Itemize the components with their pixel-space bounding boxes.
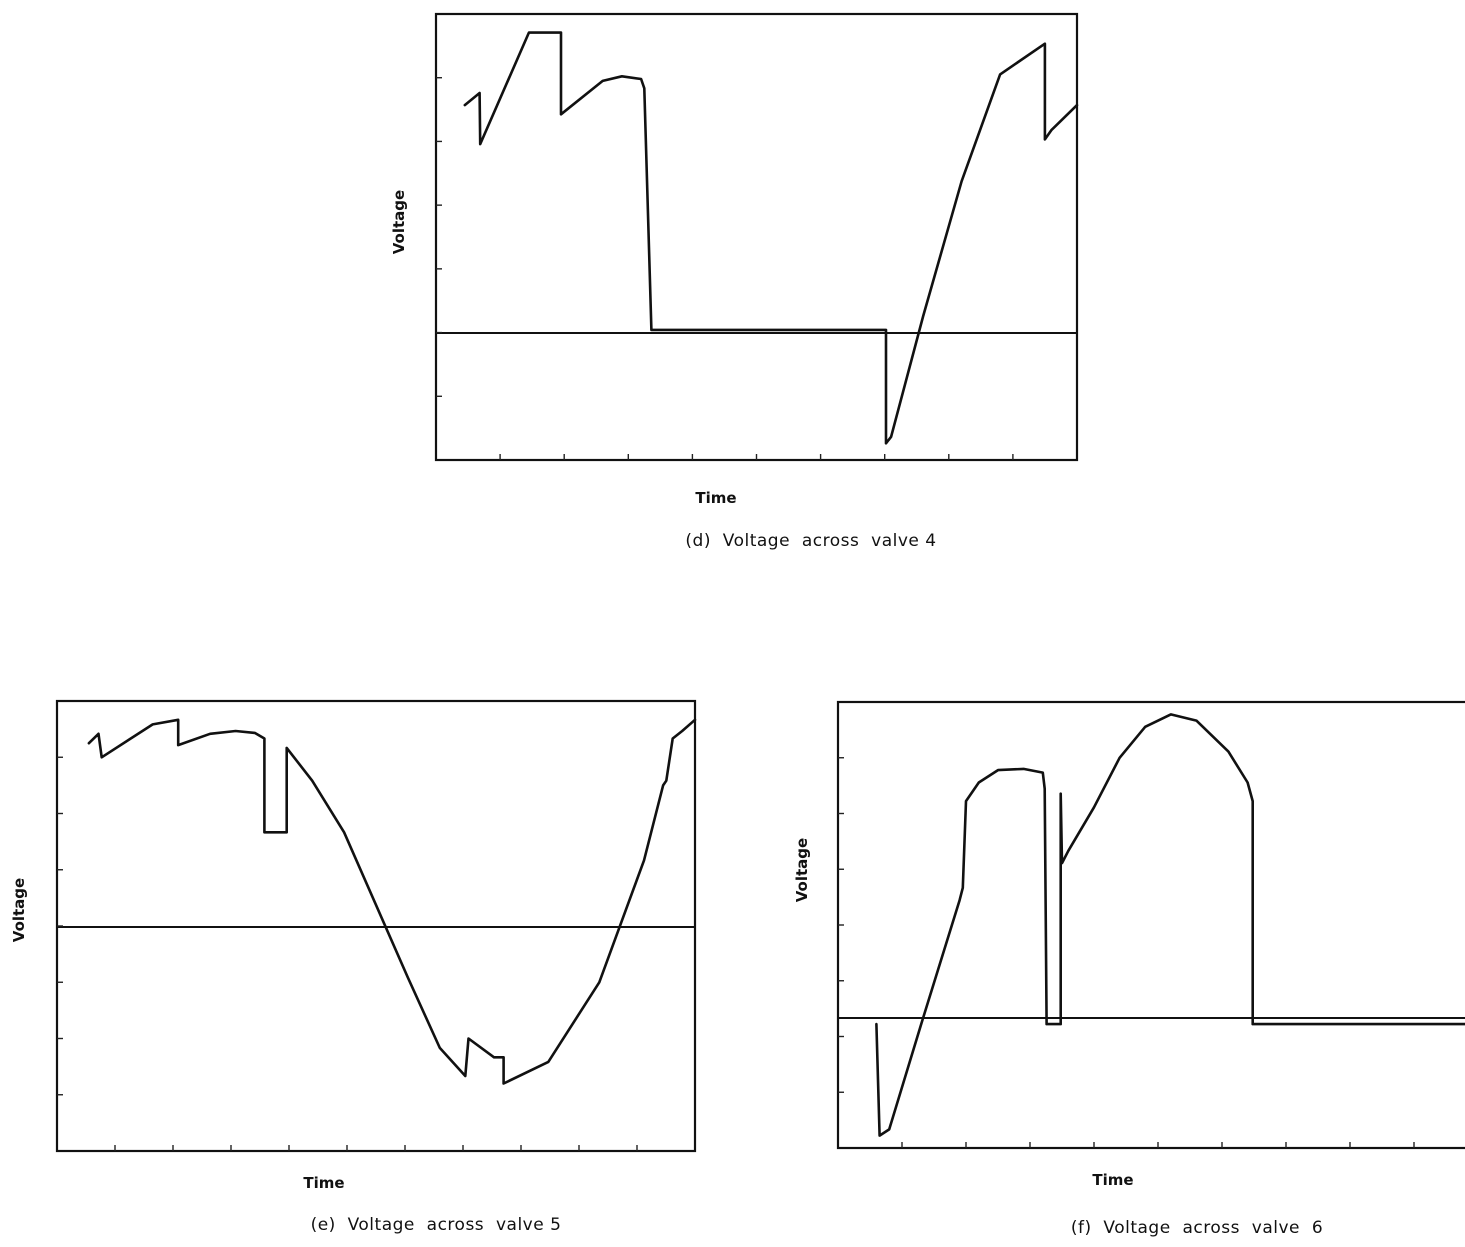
y-axis-label-f: Voltage: [793, 838, 811, 902]
y-axis-label-d: Voltage: [390, 190, 408, 254]
voltage-curve-f: [875, 713, 1465, 1137]
x-axis-label-f: Time: [1092, 1171, 1133, 1189]
plot-frame-d: [434, 12, 1079, 462]
x-axis-label-e: Time: [303, 1174, 344, 1192]
caption-f: (f) Voltage across valve 6: [1071, 1218, 1323, 1238]
caption-e: (e) Voltage across valve 5: [311, 1215, 562, 1235]
plot-frame-f: [836, 700, 1465, 1150]
voltage-curve-d: [463, 31, 1079, 445]
x-axis-label-d: Time: [695, 489, 736, 507]
ticks-e: [57, 756, 638, 1151]
panel-d: Voltage Time (d) Voltage across valve 4: [390, 12, 1079, 551]
panel-e: Voltage Time (e) Voltage across valve 5: [10, 699, 697, 1235]
y-axis-label-e: Voltage: [10, 878, 28, 942]
voltage-curve-e: [87, 718, 697, 1085]
caption-d: (d) Voltage across valve 4: [685, 531, 936, 551]
panel-f: Voltage Time (f) Voltage across valve 6: [793, 700, 1465, 1238]
ticks-d: [436, 77, 1014, 460]
ticks-f: [838, 757, 1415, 1148]
